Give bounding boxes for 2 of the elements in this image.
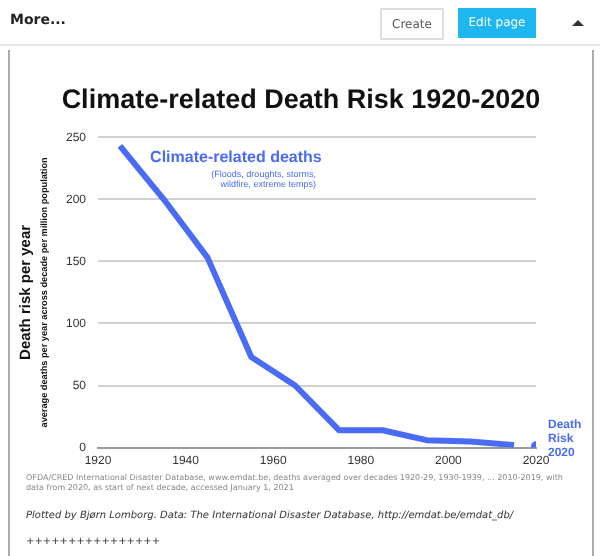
series-label: Climate-related deaths <box>150 148 323 167</box>
chart-title: Climate-related Death Risk 1920-2020 <box>59 84 543 114</box>
